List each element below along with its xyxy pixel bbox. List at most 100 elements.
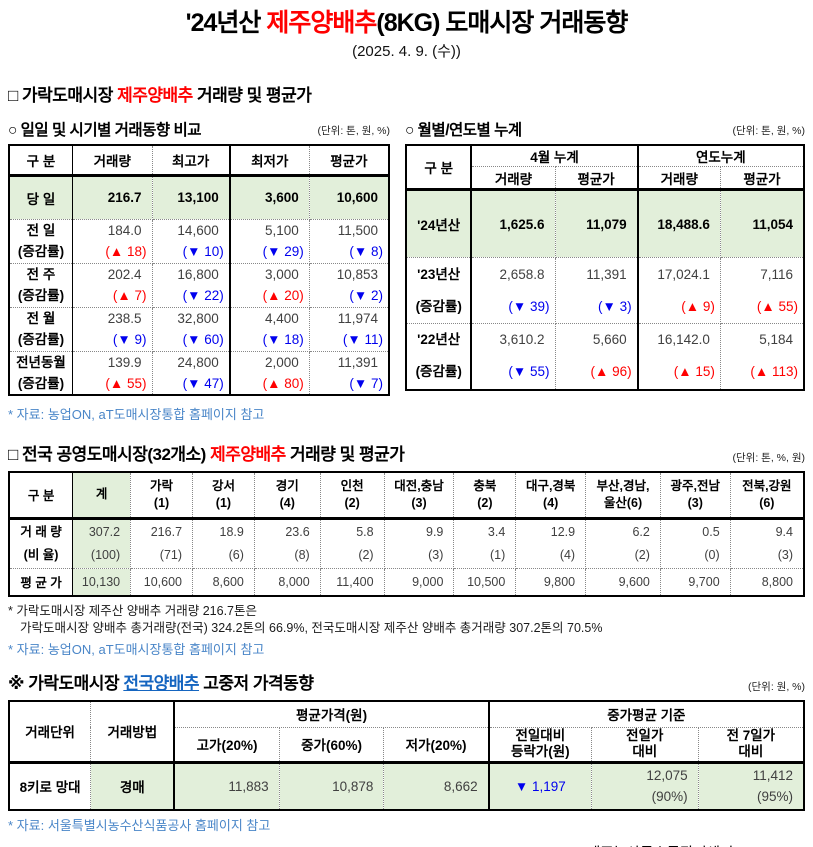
daily-table-title: ○ 일일 및 시기별 거래동향 비교 xyxy=(8,122,202,139)
value-cell: 216.7 xyxy=(72,175,153,220)
value-cell: 9,700 xyxy=(660,568,731,596)
value-cell: 3,000 (▲ 20) xyxy=(229,263,310,308)
table-group-header-row: 구 분 4월 누계 연도누계 xyxy=(406,145,804,191)
value-cell: 10,600 xyxy=(130,568,194,596)
value-cell: 11,400 xyxy=(320,568,385,596)
source-note: * 자료: 서울특별시농수산식품공사 홈페이지 참고 xyxy=(8,818,271,833)
value-cell: 11,391 (▼ 3) xyxy=(555,257,639,324)
value-cell: 14,600 (▼ 10) xyxy=(152,219,231,264)
daily-comparison-block: ○ 일일 및 시기별 거래동향 비교 (단위: 톤, 원, %) 구 분 거래량… xyxy=(8,118,390,423)
section3-title: ※ 가락도매시장 전국양배추 고중저 가격동향 xyxy=(8,674,314,693)
label-cell: '24년산 xyxy=(406,189,473,258)
table-row-today: 당 일 216.7 13,100 3,600 10,600 xyxy=(9,175,389,220)
table-row-2023: '23년산 (증감률) 2,658.8 (▼ 39) 11,391 (▼ 3) 17,… xyxy=(406,257,804,324)
value-cell: 10,130 xyxy=(72,568,132,596)
label-cell: '23년산 (증감률) xyxy=(406,257,473,324)
value-cell: 5,184 (▲ 113) xyxy=(750,332,798,380)
value-cell: 18,488.6 xyxy=(637,189,721,258)
header-group-cell: 4월 누계 xyxy=(471,145,639,167)
header-cell: 가락 (1) xyxy=(130,472,194,520)
header-cell: 최고가 xyxy=(152,145,231,177)
value-cell: 9,800 xyxy=(515,568,587,596)
value-cell: 12,075 (90%) xyxy=(591,762,699,810)
table-row-volume: 거 래 량 (비 율) 307.2 (100) 216.7 (71) 18.9 (6) … xyxy=(9,518,804,569)
value-cell: 10,853 (▼ 2) xyxy=(309,263,389,308)
table-row-8kg-net: 8키로 망대 경매 11,883 10,878 8,662 ▼ 1,197 12… xyxy=(9,762,804,810)
header-cell: 전일가 대비 xyxy=(591,727,699,764)
price-trend-table: 거래단위 거래방법 평균가격(원) 중가평균 기준 고가(20%) 중가(60%… xyxy=(8,700,805,811)
label-cell: 전 월 (증감률) xyxy=(9,307,73,352)
national-markets-table: 구 분 계 가락 (1) 강서 (1) 경기 (4) 인천 (2) 대전,충남 (3) 충… xyxy=(8,471,805,597)
header-cell: 구 분 xyxy=(9,472,74,520)
header-group-cell: 중가평균 기준 xyxy=(488,701,804,728)
header-cell: 최저가 xyxy=(229,145,310,177)
value-cell: 7,116 (▲ 55) xyxy=(720,257,804,324)
cumulative-block: ○ 월별/연도별 누계 (단위: 톤, 원, %) 구 분 4월 누계 연도누계… xyxy=(405,118,805,391)
table-row-prev-week: 전 주 (증감률) 202.4 (▲ 7) 16,800 (▼ 22) 3,000 (▲… xyxy=(9,263,389,308)
header-cell: 저가(20%) xyxy=(383,727,490,764)
label-cell: 전 주 (증감률) xyxy=(9,263,73,308)
value-cell: 8,000 xyxy=(254,568,321,596)
table-row-prev-day: 전 일 (증감률) 184.0 (▲ 18) 14,600 (▼ 10) 5,100(… xyxy=(9,219,389,264)
diff-cell: ▼ 1,197 xyxy=(488,762,592,810)
value-cell: 11,054 xyxy=(720,189,804,258)
table-row-avg-price: 평 균 가 10,130 10,600 8,600 8,000 11,400 9… xyxy=(9,568,804,596)
label-cell: 전 일 (증감률) xyxy=(9,219,73,264)
value-cell: 3.4 (1) xyxy=(453,518,517,569)
header-cell: 거래량 xyxy=(72,145,153,177)
header-cell: 전 7일가 대비 xyxy=(698,727,804,764)
value-cell: 5.8 (2) xyxy=(320,518,385,569)
header-cell: 거래량 xyxy=(471,166,556,191)
value-cell: 10,600 xyxy=(309,175,389,220)
value-cell: 13,100 xyxy=(152,175,231,220)
header-cell: 구 분 xyxy=(406,145,473,191)
header-cell: 고가(20%) xyxy=(174,727,280,764)
value-cell: 23.6 (8) xyxy=(254,518,321,569)
volume-note-line1: * 가락도매시장 제주산 양배추 거래량 216.7톤은 xyxy=(8,604,258,618)
header-cell: 대전,충남 (3) xyxy=(384,472,455,520)
table-row-2022: '22년산 (증감률) 3,610.2 (▼ 55) 5,660 (▲ 96) 16,… xyxy=(406,323,804,390)
cumulative-table-title: ○ 월별/연도별 누계 xyxy=(405,122,522,139)
header-cell: 평균가 xyxy=(720,166,804,191)
value-cell: 184.0 (▲ 18) xyxy=(72,219,153,264)
header-cell: 인천 (2) xyxy=(320,472,385,520)
value-cell: 1,625.6 xyxy=(471,189,556,258)
header-cell: 경기 (4) xyxy=(254,472,321,520)
daily-table-unit: (단위: 톤, 원, %) xyxy=(317,125,390,137)
value-cell: 139.9 (▲ 55) xyxy=(72,351,153,395)
national-cabbage-link[interactable]: 전국양배추 xyxy=(123,674,200,693)
header-group-cell: 연도누계 xyxy=(637,145,804,167)
header-cell: 전북,강원 (6) xyxy=(730,472,804,520)
value-cell: 9,600 xyxy=(585,568,661,596)
table-subheader-row: 고가(20%) 중가(60%) 저가(20%) 전일대비 등락가(원) 전일가 대비… xyxy=(9,727,804,764)
header-cell-total: 계 xyxy=(72,472,132,520)
value-cell: 11,500 (▼ 8) xyxy=(309,219,389,264)
cumulative-table-unit: (단위: 톤, 원, %) xyxy=(732,125,805,137)
label-cell: 8키로 망대 xyxy=(9,762,92,810)
value-cell: 5,100 (▼ 29) xyxy=(229,219,310,264)
source-note: * 자료: 농업ON, aT도매시장통합 홈페이지 참고 xyxy=(8,407,265,422)
value-cell: 11,883 xyxy=(174,762,280,810)
header-cell: 부산,경남, 울산(6) xyxy=(585,472,661,520)
header-cell: 충북 (2) xyxy=(453,472,517,520)
value-cell: 10,500 xyxy=(453,568,517,596)
section3-unit: (단위: 원, %) xyxy=(748,681,805,693)
table-subheader-row: 거래량 평균가 거래량 평균가 xyxy=(406,166,804,191)
section2-title: □ 전국 공영도매시장(32개소) 제주양배추 거래량 및 평균가 xyxy=(8,445,405,464)
value-cell: 202.4 (▲ 7) xyxy=(72,263,153,308)
title-suffix: (8KG) 도매시장 거래동향 xyxy=(376,9,628,37)
header-group-cell: 평균가격(원) xyxy=(174,701,490,728)
value-cell: 16,142.0 (▲ 15) xyxy=(637,323,721,390)
value-cell: 24,800 (▼ 47) xyxy=(152,351,231,395)
header-cell: 평균가 xyxy=(555,166,639,191)
value-cell: 11,079 xyxy=(555,189,639,258)
value-cell: 0.5 (0) xyxy=(660,518,731,569)
label-cell: 전년동월 (증감률) xyxy=(9,351,73,395)
cumulative-table: 구 분 4월 누계 연도누계 거래량 평균가 거래량 평균가 '24년산 1,6… xyxy=(405,144,805,391)
header-cell: 전일대비 등락가(원) xyxy=(488,727,592,764)
page-title: '24년산 제주양배추(8KG) 도매시장 거래동향 xyxy=(8,6,805,40)
value-cell: 8,662 xyxy=(383,762,490,810)
method-cell: 경매 xyxy=(90,762,176,810)
value-cell: 216.7 (71) xyxy=(130,518,194,569)
